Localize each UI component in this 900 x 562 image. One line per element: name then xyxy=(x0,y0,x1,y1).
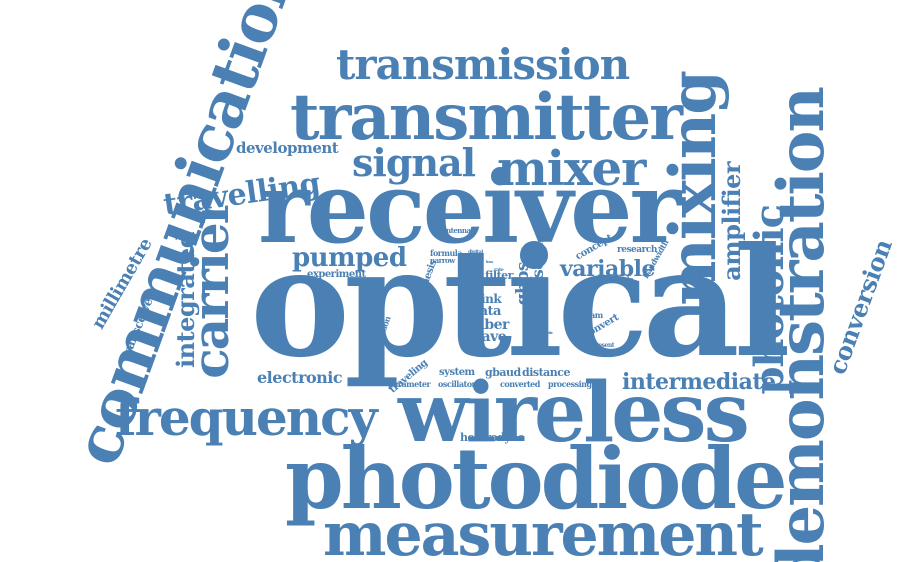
word-pumped: pumped xyxy=(292,243,407,273)
word-rate: rate xyxy=(494,267,504,273)
word-research: research xyxy=(617,245,657,255)
word-present: present xyxy=(592,342,615,349)
word-antenna: antenna xyxy=(442,226,471,235)
word-qpsk: qpsk xyxy=(523,317,533,339)
word-oscillator: oscillator xyxy=(438,379,476,389)
word-link: link xyxy=(477,292,502,306)
word-photonic: photonic xyxy=(746,205,793,395)
word-filter: filter xyxy=(485,269,513,282)
word-wireless: wireless xyxy=(398,365,750,461)
word-frequency: frequency xyxy=(115,388,378,447)
word-real: real xyxy=(464,257,471,262)
word-loss: loss xyxy=(486,259,493,264)
word-system: system xyxy=(439,367,475,378)
word-data: data xyxy=(471,304,501,319)
word-development: development xyxy=(236,139,339,157)
word-speed: speed xyxy=(528,340,545,347)
word-fiber: fiber xyxy=(474,317,509,333)
word-transmitter: transmitter xyxy=(290,80,683,155)
word-integrated: integrated xyxy=(171,232,200,369)
word-digital: digital xyxy=(468,249,483,255)
word-receiver: receiver xyxy=(258,151,681,266)
word-heterodyne: heterodyne xyxy=(460,431,525,444)
word-converted: converted xyxy=(500,379,540,389)
word-variable: variable xyxy=(560,256,655,282)
word-diagram: diagram xyxy=(569,310,603,320)
word-mixer: mixer xyxy=(497,141,646,197)
word-narrow: narrow xyxy=(430,256,455,265)
word-signal: signal xyxy=(352,140,476,185)
word-intermediate: intermediate xyxy=(622,369,776,395)
word-amplifier: amplifier xyxy=(717,162,746,281)
word-formula: formula xyxy=(430,248,463,258)
word-optic: optic xyxy=(544,330,553,335)
word-measurement: measurement xyxy=(323,500,764,562)
word-optical: optical xyxy=(250,215,791,391)
word-electronic: electronic xyxy=(257,368,343,387)
word-noise: noise xyxy=(528,260,547,306)
word-example: example xyxy=(604,275,634,284)
word-wave: wave xyxy=(470,329,507,345)
word-distance: distance xyxy=(522,366,570,379)
word-processing: processing xyxy=(548,379,592,389)
word-experiment: experiment xyxy=(307,269,366,280)
word-tool: tool xyxy=(476,265,483,270)
word-photodiode: photodiode xyxy=(285,429,788,528)
word-transmission: transmission xyxy=(336,40,630,89)
word-parameter: parameter xyxy=(388,379,431,389)
word-gbaud: gbaud xyxy=(485,366,521,379)
